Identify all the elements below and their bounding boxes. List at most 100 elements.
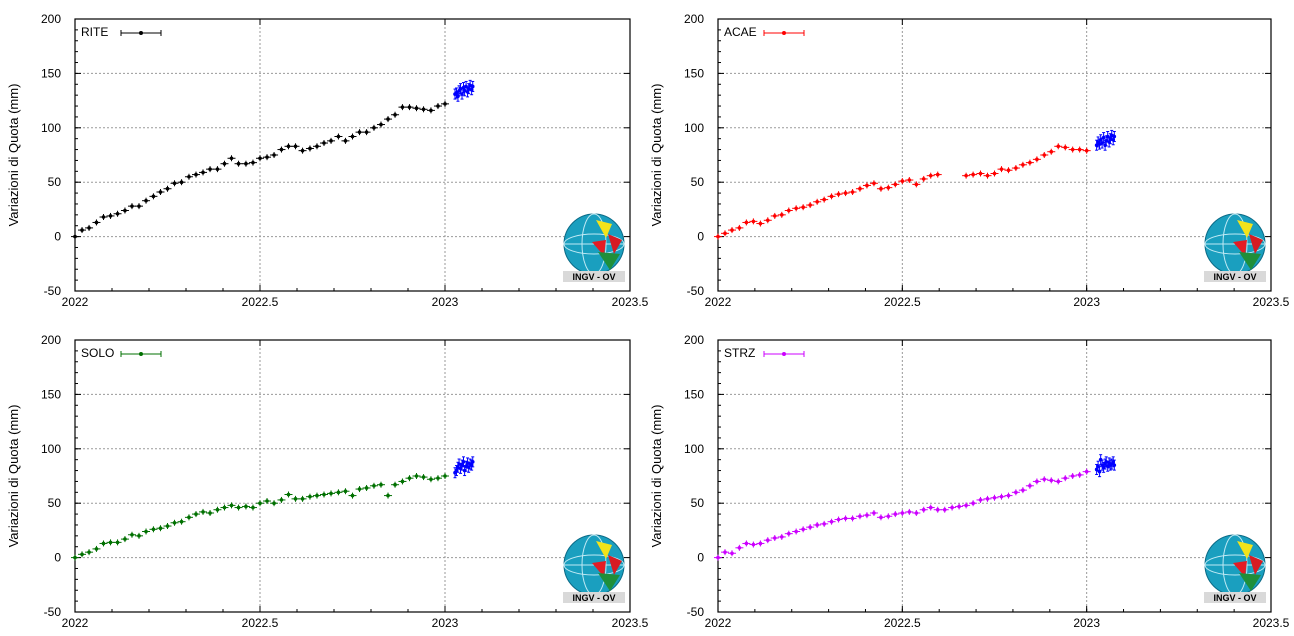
data-point	[978, 498, 983, 502]
data-point	[300, 148, 305, 153]
data-point	[964, 503, 968, 508]
data-point	[80, 552, 84, 557]
data-point	[265, 155, 269, 159]
data-point	[921, 507, 926, 512]
legend-marker	[782, 31, 786, 35]
data-point	[879, 515, 883, 520]
data-point	[258, 501, 262, 506]
data-point	[379, 482, 383, 487]
y-tick-label: -50	[44, 605, 62, 619]
y-tick-label: 150	[41, 387, 61, 401]
data-point	[236, 505, 241, 510]
data-point	[772, 536, 777, 540]
plot-area	[75, 19, 630, 291]
logo-wedge	[1233, 240, 1247, 256]
data-point	[215, 167, 220, 171]
data-point	[872, 181, 876, 186]
data-point	[137, 534, 141, 538]
data-point	[244, 504, 248, 509]
panel-rite: 2022 2022.5 2023 2023.5 -50 0 50 100 150 200 Varia…	[6, 12, 649, 309]
data-point	[865, 183, 869, 188]
x-tick-label: 2022.5	[884, 295, 921, 309]
data-point	[460, 92, 464, 96]
data-point	[201, 510, 205, 514]
data-point	[293, 144, 298, 149]
data-point	[801, 205, 805, 210]
data-point	[1108, 136, 1113, 141]
series-daily	[453, 456, 475, 479]
logo-wedge	[596, 220, 612, 238]
logo-label-bg	[563, 271, 625, 282]
data-point	[935, 172, 940, 177]
data-point	[1006, 168, 1011, 173]
ingv-logo: INGV - OV	[563, 213, 625, 282]
plot-area	[718, 19, 1271, 291]
data-point	[978, 171, 983, 176]
data-point	[950, 505, 954, 510]
data-point	[108, 214, 113, 218]
data-point	[101, 215, 106, 219]
data-point	[357, 130, 362, 134]
data-point	[758, 221, 763, 226]
data-point	[244, 161, 248, 166]
x-tick-label: 2023.5	[1253, 616, 1290, 630]
x-tick-label: 2023	[432, 295, 459, 309]
data-point	[858, 186, 862, 191]
data-point	[985, 173, 990, 178]
data-point	[914, 182, 919, 187]
data-point	[343, 139, 348, 143]
data-point	[454, 468, 459, 473]
data-point	[822, 522, 826, 526]
series-weekly	[71, 473, 449, 561]
y-tick-label: 100	[684, 121, 704, 135]
data-point	[350, 134, 355, 139]
data-point	[822, 197, 826, 202]
data-point	[1021, 162, 1025, 167]
data-point	[914, 511, 919, 515]
data-point	[843, 191, 848, 195]
data-point	[87, 550, 91, 554]
data-point	[900, 179, 905, 183]
logo-wedge	[1249, 555, 1263, 575]
data-point	[1112, 134, 1117, 139]
data-point	[765, 538, 770, 542]
data-point	[751, 219, 756, 224]
data-point	[737, 226, 742, 230]
data-point	[1006, 493, 1011, 498]
legend-label: RITE	[81, 25, 108, 39]
data-point	[466, 86, 471, 91]
data-point	[336, 134, 341, 139]
data-point	[1097, 469, 1102, 474]
logo-wedge	[592, 240, 606, 256]
data-point	[730, 551, 734, 556]
data-point	[772, 214, 777, 218]
logo-wedge	[1237, 541, 1253, 559]
data-point	[329, 139, 333, 143]
data-point	[843, 516, 848, 521]
plot-frame	[717, 339, 1272, 613]
series-weekly	[714, 468, 1091, 561]
data-point	[414, 474, 419, 478]
logo-wedge	[596, 541, 612, 559]
y-tick-label: 150	[684, 66, 704, 80]
data-point	[308, 494, 312, 499]
data-point	[461, 460, 466, 464]
data-point	[443, 474, 447, 478]
data-point	[928, 505, 933, 510]
data-point	[1094, 467, 1099, 472]
x-tick-label: 2023.5	[612, 295, 649, 309]
x-tick-label: 2023.5	[612, 616, 649, 630]
data-point	[850, 190, 855, 194]
data-point	[879, 186, 883, 191]
y-tick-label: 0	[697, 551, 704, 565]
data-point	[393, 482, 397, 487]
data-point	[992, 495, 997, 500]
data-point	[151, 527, 156, 532]
data-point	[286, 492, 291, 497]
logo-wedge	[1239, 252, 1261, 270]
data-point	[286, 144, 291, 149]
data-point	[786, 208, 791, 213]
x-tick-label: 2022	[62, 616, 89, 630]
data-point	[907, 178, 912, 182]
